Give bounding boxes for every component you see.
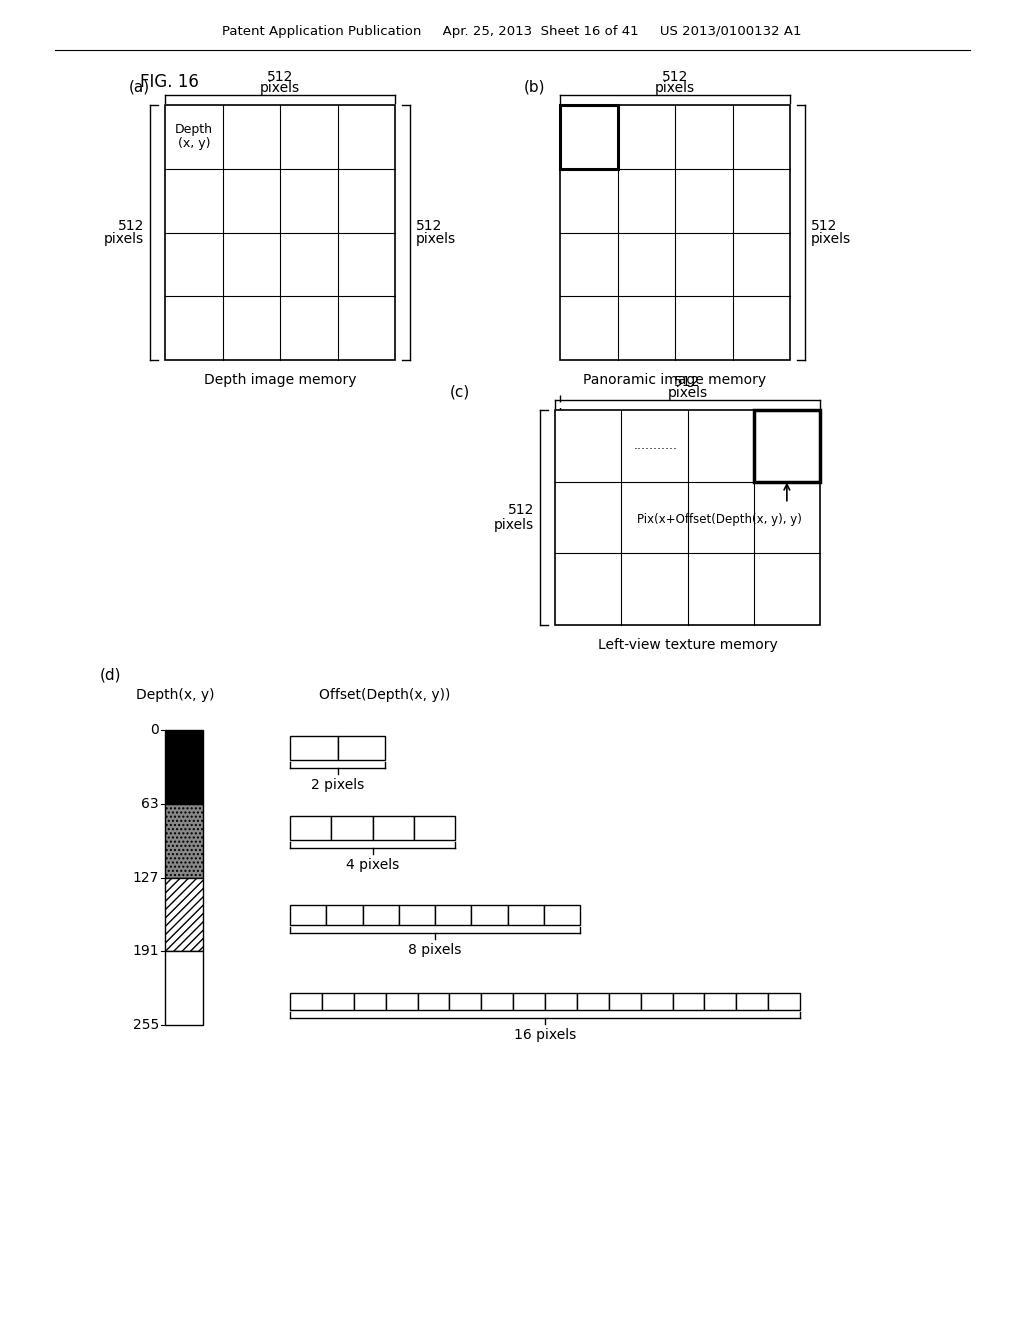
Bar bbox=[353, 993, 386, 1010]
Text: 2 pixels: 2 pixels bbox=[311, 777, 365, 792]
Bar bbox=[165, 878, 203, 952]
Text: Depth(x, y): Depth(x, y) bbox=[136, 688, 214, 702]
Text: (x, y): (x, y) bbox=[177, 137, 210, 150]
Bar bbox=[736, 993, 768, 1010]
Bar bbox=[768, 993, 800, 1010]
Text: Depth image memory: Depth image memory bbox=[204, 374, 356, 387]
Bar bbox=[165, 730, 203, 804]
Bar bbox=[290, 993, 322, 1010]
Bar bbox=[386, 993, 418, 1010]
Text: (d): (d) bbox=[100, 668, 122, 682]
Bar bbox=[608, 993, 641, 1010]
Bar bbox=[322, 993, 353, 1010]
Bar bbox=[471, 906, 508, 925]
Text: Left-view texture memory: Left-view texture memory bbox=[598, 638, 777, 652]
Text: 512: 512 bbox=[508, 503, 534, 517]
Bar bbox=[165, 804, 203, 878]
Bar bbox=[331, 816, 373, 840]
Text: pixels: pixels bbox=[655, 81, 695, 95]
Text: pixels: pixels bbox=[103, 232, 144, 247]
Bar bbox=[577, 993, 608, 1010]
Text: Depth: Depth bbox=[175, 123, 213, 136]
Bar bbox=[327, 906, 362, 925]
Text: (x, y): (x, y) bbox=[572, 137, 605, 150]
Text: 8 pixels: 8 pixels bbox=[409, 942, 462, 957]
Bar bbox=[362, 906, 398, 925]
Bar bbox=[165, 106, 395, 360]
Bar bbox=[481, 993, 513, 1010]
Text: 512: 512 bbox=[811, 219, 838, 232]
Bar bbox=[290, 816, 331, 840]
Bar bbox=[673, 993, 705, 1010]
Bar bbox=[450, 993, 481, 1010]
Text: 0: 0 bbox=[151, 723, 159, 737]
Text: pixels: pixels bbox=[260, 81, 300, 95]
Text: ...........: ........... bbox=[634, 440, 678, 453]
Bar bbox=[545, 993, 577, 1010]
Text: FIG. 16: FIG. 16 bbox=[140, 73, 199, 91]
Text: 512: 512 bbox=[675, 375, 700, 389]
Text: pixels: pixels bbox=[416, 232, 456, 247]
Text: pixels: pixels bbox=[811, 232, 851, 247]
Text: (a): (a) bbox=[129, 79, 150, 95]
Bar bbox=[290, 737, 338, 760]
Bar bbox=[414, 816, 455, 840]
Bar bbox=[560, 106, 617, 169]
Text: 512: 512 bbox=[118, 219, 144, 232]
Bar bbox=[555, 411, 820, 624]
Text: Patent Application Publication     Apr. 25, 2013  Sheet 16 of 41     US 2013/010: Patent Application Publication Apr. 25, … bbox=[222, 25, 802, 38]
Text: 512: 512 bbox=[416, 219, 442, 232]
Text: 191: 191 bbox=[132, 944, 159, 958]
Text: 512: 512 bbox=[267, 70, 293, 84]
Text: Pix(x+Offset(Depth(x, y), y): Pix(x+Offset(Depth(x, y), y) bbox=[637, 513, 802, 527]
Text: 16 pixels: 16 pixels bbox=[514, 1028, 577, 1041]
Text: 4 pixels: 4 pixels bbox=[346, 858, 399, 873]
Bar bbox=[398, 906, 435, 925]
Bar bbox=[544, 906, 580, 925]
Text: 255: 255 bbox=[133, 1018, 159, 1032]
Text: 127: 127 bbox=[133, 870, 159, 884]
Bar bbox=[290, 906, 327, 925]
Bar bbox=[435, 906, 471, 925]
Bar bbox=[754, 411, 820, 482]
Bar bbox=[418, 993, 450, 1010]
Text: (b): (b) bbox=[523, 79, 545, 95]
Text: (c): (c) bbox=[450, 384, 470, 400]
Bar bbox=[513, 993, 545, 1010]
Text: Panoramic image memory: Panoramic image memory bbox=[584, 374, 767, 387]
Bar bbox=[338, 737, 385, 760]
Text: Pix: Pix bbox=[580, 123, 598, 136]
Text: 63: 63 bbox=[141, 797, 159, 810]
Text: pixels: pixels bbox=[494, 517, 534, 532]
Text: pixels: pixels bbox=[668, 385, 708, 400]
Bar bbox=[641, 993, 673, 1010]
Text: Offset(Depth(x, y)): Offset(Depth(x, y)) bbox=[319, 688, 451, 702]
Text: 512: 512 bbox=[662, 70, 688, 84]
Bar bbox=[165, 952, 203, 1026]
Bar bbox=[705, 993, 736, 1010]
Bar bbox=[508, 906, 544, 925]
Bar bbox=[560, 106, 790, 360]
Bar bbox=[373, 816, 414, 840]
